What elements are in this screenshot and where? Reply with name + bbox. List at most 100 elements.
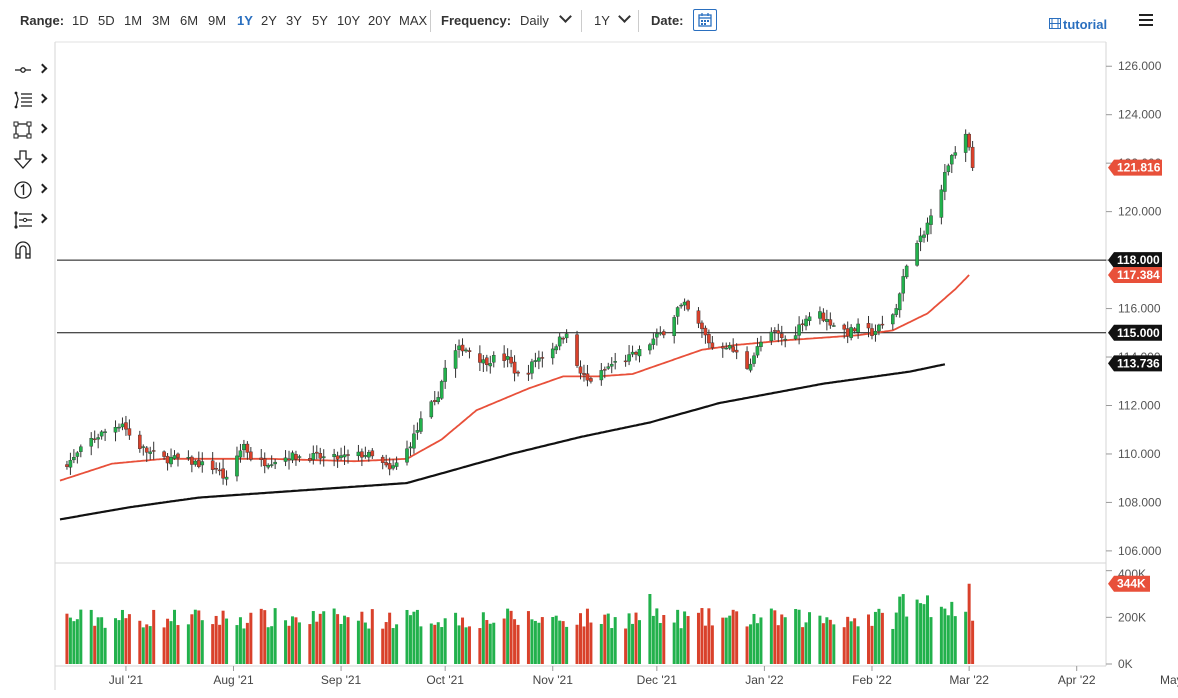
volume-bar: [266, 627, 270, 664]
candle-body: [512, 361, 517, 374]
candle-body: [776, 330, 781, 334]
volume-bar: [214, 615, 218, 664]
volume-bar: [68, 617, 72, 664]
candle-body: [648, 344, 652, 351]
candle-body: [394, 462, 399, 467]
candle-body: [415, 430, 420, 433]
volume-bar: [589, 622, 593, 664]
candle-body: [651, 338, 656, 345]
candle-body: [113, 427, 118, 433]
volume-bar: [311, 611, 315, 664]
candle-body: [904, 265, 909, 278]
range-option-10y[interactable]: 10Y: [337, 13, 361, 28]
volume-bar: [950, 601, 954, 664]
volume-bar: [648, 594, 652, 664]
volume-bar: [877, 608, 881, 664]
candle-body: [564, 333, 569, 339]
volume-bar: [145, 624, 149, 664]
volume-bar: [464, 627, 468, 664]
volume-bar: [225, 618, 229, 664]
volume-bar: [780, 614, 784, 664]
candle-body: [200, 461, 205, 466]
arrow-tool[interactable]: [12, 148, 52, 172]
candle-body: [627, 354, 631, 362]
volume-bar: [971, 620, 975, 664]
price-badge-label: 115.000: [1117, 326, 1160, 340]
candle-body: [221, 468, 225, 479]
chevron-down-icon[interactable]: [618, 10, 631, 23]
chevron-down-icon[interactable]: [559, 10, 572, 23]
candle-body: [491, 355, 496, 363]
candle-body: [578, 366, 583, 374]
candle-body: [807, 316, 812, 321]
volume-bar: [218, 624, 222, 664]
calendar-button[interactable]: [693, 9, 717, 31]
range-option-max[interactable]: MAX: [399, 13, 428, 28]
range-option-3y[interactable]: 3Y: [286, 13, 302, 28]
volume-bar: [773, 610, 777, 664]
arrow-down-icon: [13, 150, 33, 169]
range-option-20y[interactable]: 20Y: [368, 13, 392, 28]
volume-bar: [412, 611, 416, 664]
volume-bar: [582, 626, 586, 664]
frequency-select[interactable]: Daily: [520, 13, 549, 28]
candle-body: [953, 152, 958, 156]
candle-body: [290, 452, 295, 461]
candle-body: [387, 463, 392, 470]
candle-body: [193, 460, 198, 465]
volume-bar: [65, 613, 69, 664]
candle-body: [828, 319, 833, 326]
candle-body: [682, 301, 687, 306]
price-badge-label: 113.736: [1117, 356, 1160, 370]
candle-body: [748, 363, 753, 371]
range-option-5d[interactable]: 5D: [98, 13, 115, 28]
period-select[interactable]: 1Y: [594, 13, 610, 28]
candle-body: [65, 464, 69, 467]
crosshair-tool[interactable]: [12, 58, 52, 82]
candle-body: [516, 371, 520, 374]
range-option-2y[interactable]: 2Y: [261, 13, 277, 28]
volume-bar: [825, 617, 829, 664]
candle-body: [679, 304, 683, 307]
volume-bar: [509, 610, 513, 664]
range-option-1m[interactable]: 1M: [124, 13, 143, 28]
volume-bar: [821, 623, 825, 664]
rectangle-tool[interactable]: [12, 118, 52, 142]
candle-body: [238, 450, 243, 458]
volume-bar: [967, 583, 971, 664]
volume-bar: [297, 622, 301, 664]
volume-bar: [679, 628, 683, 664]
candle-body: [318, 453, 323, 459]
volume-bar: [735, 611, 739, 664]
candle-body: [287, 458, 291, 461]
indicator-tool[interactable]: [12, 88, 52, 112]
range-option-6m[interactable]: 6M: [180, 13, 199, 28]
candle-body: [655, 333, 659, 338]
range-option-9m[interactable]: 9M: [208, 13, 227, 28]
volume-bar: [710, 625, 714, 664]
volume-bar: [759, 617, 763, 664]
range-option-3m[interactable]: 3M: [152, 13, 171, 28]
volume-bar: [783, 617, 787, 664]
volume-bar: [343, 615, 347, 664]
volume-bar: [894, 612, 898, 664]
candle-body: [120, 423, 125, 428]
marker-tool[interactable]: [12, 178, 52, 202]
volume-bar: [585, 608, 589, 664]
menu-icon[interactable]: [1139, 14, 1153, 26]
volume-bar: [964, 611, 968, 664]
volume-bar: [211, 624, 215, 664]
candle-body: [408, 446, 413, 449]
volume-bar: [832, 624, 836, 664]
candle-body: [929, 215, 933, 225]
volume-bar: [516, 624, 520, 664]
range-option-5y[interactable]: 5Y: [312, 13, 328, 28]
candle-body: [245, 443, 250, 453]
price-tick-label: 120.000: [1118, 205, 1162, 219]
magnet-tool[interactable]: [12, 238, 52, 262]
candle-body: [485, 357, 489, 366]
range-option-1y[interactable]: 1Y: [237, 13, 253, 28]
range-option-1d[interactable]: 1D: [72, 13, 89, 28]
candle-body: [308, 458, 312, 461]
fibonacci-tool[interactable]: [12, 208, 52, 232]
